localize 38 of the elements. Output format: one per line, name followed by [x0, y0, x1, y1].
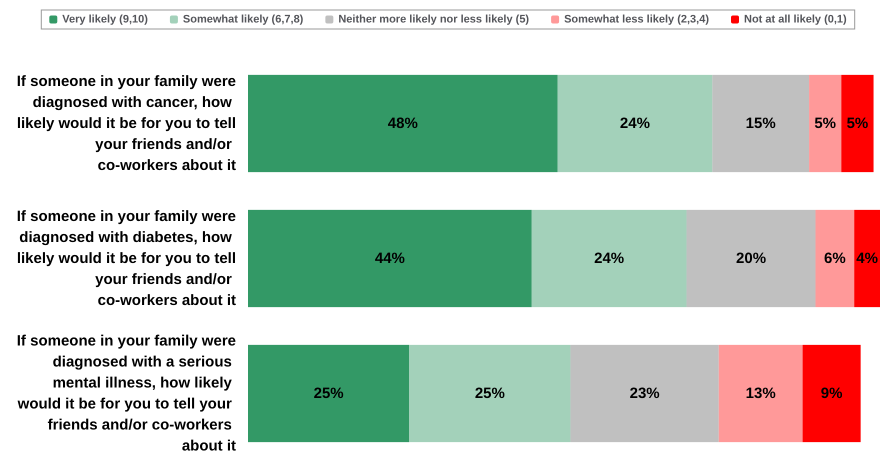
bar — [570, 344, 719, 442]
data-label: 4% — [856, 250, 878, 267]
bar — [816, 210, 854, 308]
bar — [854, 210, 880, 308]
bar — [409, 344, 570, 442]
data-label: 5% — [814, 115, 836, 132]
bar — [841, 74, 874, 172]
data-label: 44% — [374, 250, 405, 267]
data-label: 25% — [314, 385, 344, 402]
bar — [558, 74, 712, 172]
bar — [532, 210, 687, 308]
data-label: 20% — [736, 250, 766, 267]
data-label: 5% — [846, 115, 868, 132]
data-label: 9% — [820, 385, 842, 402]
y-tick-label: If someone in your family were diagnosed with a serious mental illness, how likely would it be for you to tell your friends and/or co-workers about it — [16, 332, 236, 454]
data-label: 25% — [474, 385, 505, 402]
data-label: 6% — [824, 250, 846, 267]
data-label: 24% — [594, 250, 624, 267]
data-label: 13% — [746, 385, 776, 402]
bar — [718, 344, 803, 442]
legend-label: Somewhat less likely (2,3,4) — [564, 14, 710, 26]
bar — [686, 210, 816, 308]
y-tick-label: If someone in your family were diagnosed with diabetes, how likely would it be for you to tell your friends and/or co-workers about it — [15, 208, 236, 309]
data-label: 48% — [388, 115, 418, 132]
data-label: 23% — [630, 385, 660, 402]
legend-label: Somewhat likely (6,7,8) — [182, 14, 304, 26]
legend-label: Neither more likely nor less likely (5) — [338, 14, 530, 26]
y-tick-label: If someone in your family were diagnosed with cancer, how likely would it be for you to tell your friends and/or co-workers about it — [16, 73, 236, 174]
bar — [712, 74, 810, 172]
legend-label: Very likely (9,10) — [62, 14, 148, 26]
bar — [802, 344, 861, 442]
bar — [248, 74, 558, 172]
bar — [248, 210, 532, 308]
legend-label: Not at all likely (0,1) — [744, 14, 848, 26]
bar — [809, 74, 842, 172]
data-label: 15% — [746, 115, 776, 132]
bar — [248, 344, 410, 442]
data-label: 24% — [620, 115, 650, 132]
